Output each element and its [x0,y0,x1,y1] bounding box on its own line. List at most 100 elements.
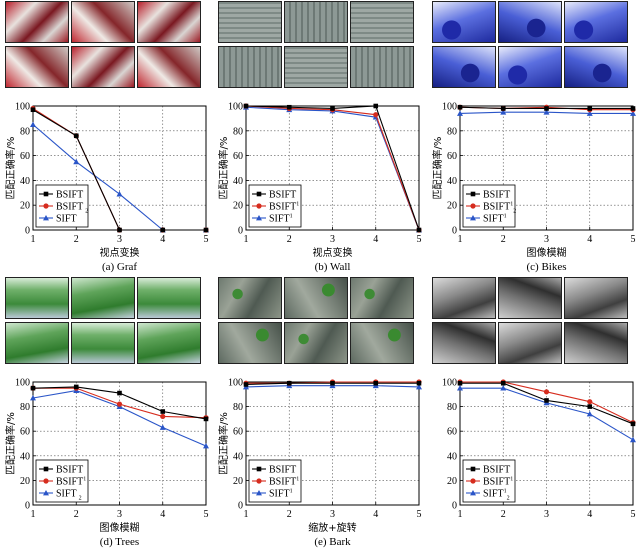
sample-image [284,322,348,364]
data-point [544,398,549,403]
data-point [73,384,79,390]
x-tick-label: 2 [287,234,292,245]
chart-caption: (c) Bikes [526,261,566,273]
data-point [160,227,166,233]
sample-image [350,1,414,43]
data-point [256,490,262,496]
legend-label: SIFT 2 [56,489,82,502]
x-tick-label: 1 [458,234,463,245]
legend-sub: 2 [507,496,510,502]
y-tick-label: 40 [20,176,30,187]
y-tick-label: 80 [20,402,30,413]
sample-image [284,46,348,88]
legend-sub: 2 [513,209,516,215]
data-point [256,203,262,209]
data-point [373,103,379,109]
legend-label: BSIFT [269,465,296,476]
y-tick-label: 0 [238,226,243,237]
data-point [43,203,49,209]
sample-image [218,46,282,88]
line-chart-bark: 0 20 40 60 80 100 1 2 3 4 5 缩放+旋转 匹配正确率/% (e) Bark BSI… [217,378,422,548]
y-axis-label: 匹配正确率/% [217,412,230,475]
x-tick-label: 3 [330,509,335,520]
data-point [116,191,123,197]
y-tick-label: 60 [447,427,457,438]
sample-image [218,322,282,364]
y-tick-label: 20 [447,476,457,487]
x-tick-label: 5 [417,234,422,245]
data-point [543,389,550,395]
x-axis-label: 图像模糊 [527,246,567,259]
y-axis-label: 匹配正确率/% [4,137,17,200]
y-tick-label: 80 [447,402,457,413]
sample-image [350,277,414,319]
sample-image [71,322,135,364]
x-tick-label: 4 [587,234,592,245]
chart-panel-bark: 0 20 40 60 80 100 1 2 3 4 5 缩放+旋转 匹配正确率/% (e) Bark BSI… [213,276,426,552]
x-tick-label: 5 [204,509,209,520]
sample-image [564,1,628,43]
data-point [203,227,209,233]
data-point [586,410,593,417]
x-tick-label: 4 [587,509,592,520]
legend-sup: 1 [296,202,299,208]
data-point [243,382,249,387]
sample-image [284,1,348,43]
data-point [457,110,463,116]
legend-sup: 1 [83,477,86,483]
sample-image [137,322,201,364]
chart-panel-bikes: 0 20 40 60 80 100 1 2 3 4 5 图像模糊 匹配正确率/% (c) Bikes BSI… [427,0,640,276]
data-point [43,191,49,197]
data-point [500,109,507,115]
x-tick-label: 3 [544,234,549,245]
legend-sup: 1 [510,477,513,483]
sample-image [5,1,69,43]
data-point [330,106,335,111]
data-point [203,442,209,449]
sample-image [218,277,282,319]
y-tick-label: 100 [442,102,457,113]
y-tick-label: 20 [20,201,30,212]
data-point [117,227,122,233]
data-point [43,466,49,472]
x-tick-label: 1 [244,234,249,245]
y-tick-label: 100 [228,378,243,389]
y-axis-label: 匹配正确率/% [217,137,230,200]
data-point [457,104,463,110]
x-tick-label: 1 [31,509,36,520]
data-point [256,215,262,221]
series-square [243,380,422,387]
data-point [73,133,79,139]
sample-image [432,322,496,364]
data-point [543,109,550,115]
data-point [587,404,593,409]
data-point [73,158,80,165]
sample-image [71,277,135,319]
data-point [160,413,166,420]
sample-image [5,277,69,319]
data-point [43,490,49,496]
data-point [256,191,262,197]
data-point [587,106,593,111]
line-chart-graf: 0 20 40 60 80 100 1 2 3 4 5 视点变换 匹配正确率/% (a) Graf BSIF… [4,102,209,273]
x-tick-label: 2 [501,234,506,245]
chart-panel-trees: 0 20 40 60 80 100 1 2 3 4 5 图像模糊 匹配正确率/% (d) Trees BSI… [0,276,213,552]
x-tick-label: 4 [160,234,165,245]
legend-label: SIFT1 [483,214,507,225]
x-tick-label: 1 [458,509,463,520]
sample-image [350,322,414,364]
chart-caption: (a) Graf [102,261,137,273]
y-tick-label: 40 [447,176,457,187]
x-tick-label: 4 [373,234,378,245]
y-tick-label: 80 [20,126,30,137]
y-tick-label: 0 [452,226,457,237]
y-tick-label: 60 [233,151,243,162]
y-tick-label: 100 [442,378,457,389]
chart-caption: (b) Wall [315,261,351,273]
legend-sub: 2 [85,209,88,215]
sample-image [498,1,562,43]
data-point [159,424,166,430]
y-tick-label: 100 [15,102,30,113]
